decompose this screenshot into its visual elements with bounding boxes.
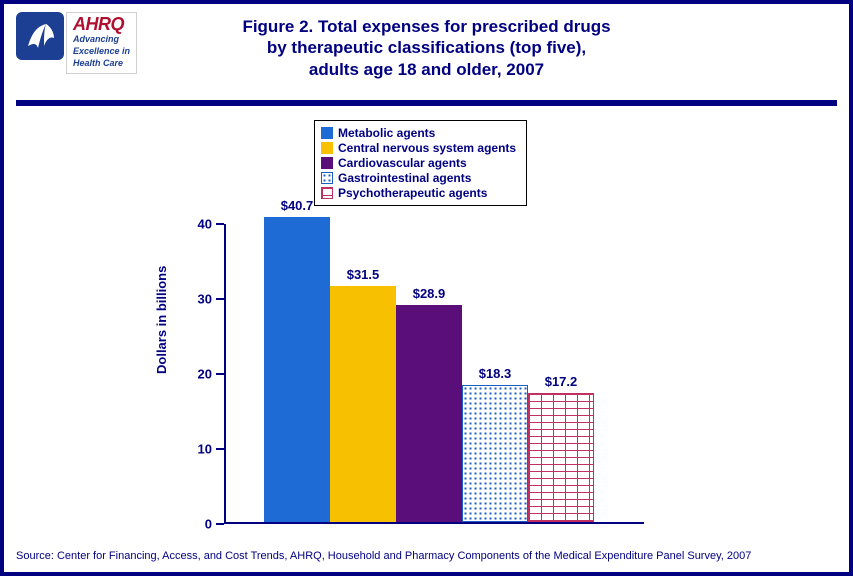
y-axis-line — [224, 224, 226, 524]
bar: $17.2 — [528, 393, 594, 522]
bar-fill — [528, 393, 594, 522]
legend-item: Gastrointestinal agents — [321, 171, 516, 185]
y-tick — [216, 298, 224, 300]
bar: $18.3 — [462, 385, 528, 522]
bar: $40.7 — [264, 217, 330, 522]
logo-block: AHRQ Advancing Excellence in Health Care — [16, 12, 137, 74]
bar: $31.5 — [330, 286, 396, 522]
y-tick-label: 0 — [205, 517, 212, 532]
ahrq-tag-3: Health Care — [73, 59, 130, 69]
bar-value-label: $17.2 — [545, 374, 578, 389]
legend-item: Psychotherapeutic agents — [321, 186, 516, 200]
y-tick-label: 30 — [198, 292, 212, 307]
plot-area: 010203040$40.7$31.5$28.9$18.3$17.2 — [224, 224, 644, 524]
bar-fill — [462, 385, 528, 522]
legend-item: Central nervous system agents — [321, 141, 516, 155]
bar-fill — [330, 286, 396, 522]
bar: $28.9 — [396, 305, 462, 522]
y-axis-title: Dollars in billions — [154, 266, 169, 374]
header: AHRQ Advancing Excellence in Health Care… — [4, 4, 849, 94]
ahrq-tag-1: Advancing — [73, 35, 130, 45]
legend-label: Central nervous system agents — [338, 141, 516, 155]
bar-value-label: $18.3 — [479, 366, 512, 381]
y-tick-label: 20 — [198, 367, 212, 382]
source-line: Source: Center for Financing, Access, an… — [16, 550, 837, 562]
title-line-1: Figure 2. Total expenses for prescribed … — [16, 16, 837, 37]
bar-value-label: $31.5 — [347, 267, 380, 282]
hhs-badge-icon — [16, 12, 64, 60]
y-tick-label: 10 — [198, 442, 212, 457]
y-tick-label: 40 — [198, 217, 212, 232]
x-axis-line — [224, 522, 644, 524]
figure-title: Figure 2. Total expenses for prescribed … — [16, 12, 837, 80]
bar-value-label: $40.7 — [281, 198, 314, 213]
title-line-3: adults age 18 and older, 2007 — [16, 59, 837, 80]
legend-item: Metabolic agents — [321, 126, 516, 140]
legend-label: Cardiovascular agents — [338, 156, 467, 170]
chart-region: Metabolic agentsCentral nervous system a… — [4, 104, 849, 532]
legend-label: Metabolic agents — [338, 126, 435, 140]
legend-label: Gastrointestinal agents — [338, 171, 471, 185]
bar-value-label: $28.9 — [413, 286, 446, 301]
y-tick — [216, 223, 224, 225]
title-line-2: by therapeutic classifications (top five… — [16, 37, 837, 58]
y-tick — [216, 523, 224, 525]
ahrq-logo: AHRQ Advancing Excellence in Health Care — [66, 12, 137, 74]
ahrq-name: AHRQ — [73, 15, 130, 33]
legend-item: Cardiovascular agents — [321, 156, 516, 170]
y-tick — [216, 373, 224, 375]
y-tick — [216, 448, 224, 450]
legend: Metabolic agentsCentral nervous system a… — [314, 120, 527, 206]
figure-frame: AHRQ Advancing Excellence in Health Care… — [0, 0, 853, 576]
legend-label: Psychotherapeutic agents — [338, 186, 487, 200]
bar-fill — [396, 305, 462, 522]
ahrq-tag-2: Excellence in — [73, 47, 130, 57]
bar-fill — [264, 217, 330, 522]
